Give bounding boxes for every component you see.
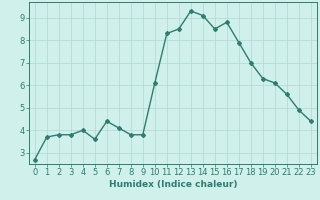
X-axis label: Humidex (Indice chaleur): Humidex (Indice chaleur) [108, 180, 237, 189]
